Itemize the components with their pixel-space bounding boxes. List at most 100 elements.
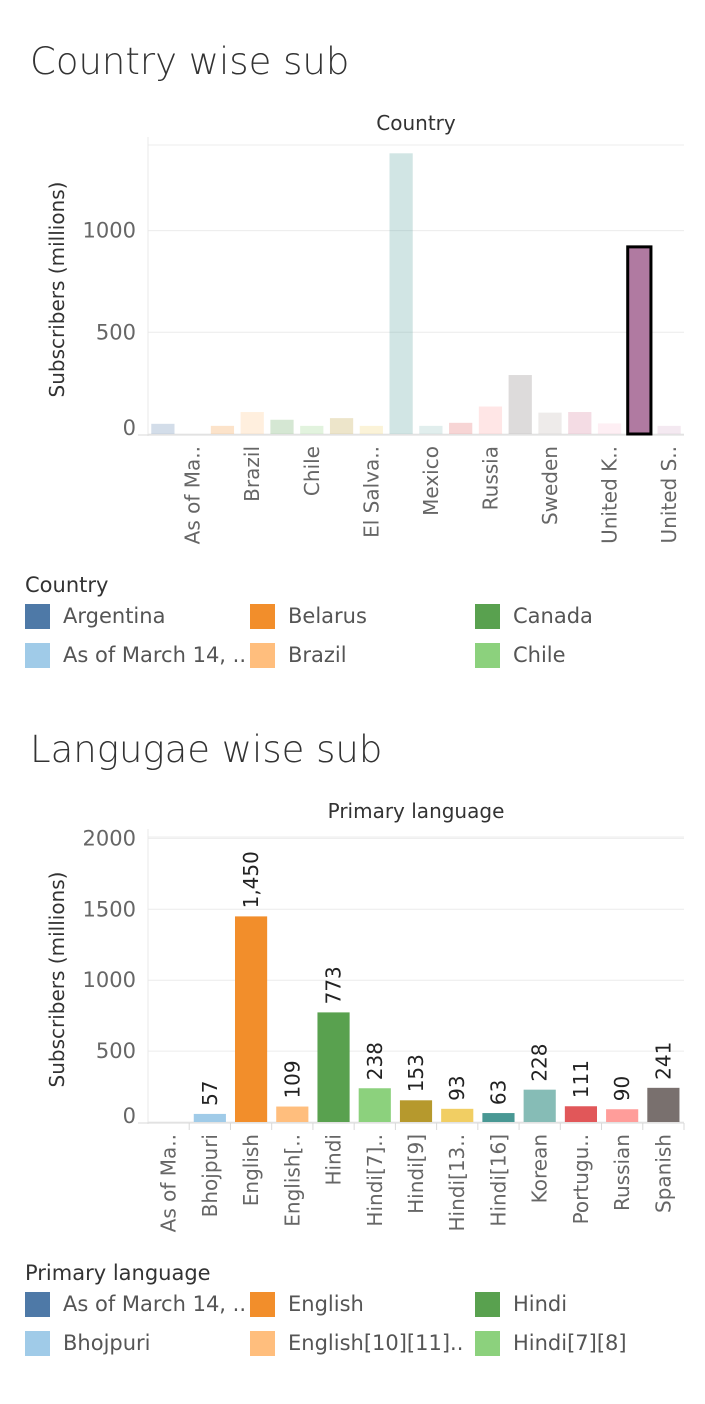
language-header: Primary language [328,799,505,823]
language-bar[interactable] [441,1108,474,1122]
language-legend-swatch [250,1291,275,1317]
language-legend-swatch [25,1330,50,1356]
language-legend-label: As of March 14, .. [63,1292,247,1316]
country-bar[interactable] [210,425,235,434]
language-bar[interactable] [523,1089,556,1122]
language-legend-item[interactable]: Bhojpuri [25,1330,250,1356]
country-legend-swatch [475,603,500,629]
country-bar[interactable] [449,422,473,434]
country-legend-swatch [250,642,275,668]
language-legend-item[interactable]: Hindi [475,1291,700,1317]
country-xtick-label: United K.. [598,446,622,544]
country-section-title: Country wise sub [30,40,350,83]
language-data-label: 111 [569,1060,593,1098]
country-bar[interactable] [240,412,264,434]
language-xtick-label: English [239,1134,263,1206]
language-data-label: 57 [198,1080,222,1105]
country-bar[interactable] [300,425,324,434]
language-legend-grid: As of March 14, .. English Hindi Bhojpuri En… [25,1291,705,1356]
country-bar[interactable] [538,412,562,434]
country-xtick-label: El Salva.. [359,446,383,538]
country-bar[interactable] [359,425,383,434]
country-bar[interactable] [597,423,622,434]
country-xtick-label: Chile [300,446,324,496]
language-legend-label: Bhojpuri [63,1331,151,1355]
country-bar[interactable] [508,375,532,434]
language-bar[interactable] [647,1087,680,1122]
language-legend-item[interactable]: English[10][11].. [250,1330,475,1356]
country-bar[interactable] [419,425,443,434]
country-legend-item[interactable]: Brazil [250,642,475,668]
country-legend-swatch [475,642,500,668]
language-xtick-label: Hindi [322,1134,346,1186]
language-bar[interactable] [482,1113,515,1122]
country-ytick-label: 1000 [83,219,136,243]
language-legend: Primary language As of March 14, .. Engli… [25,1261,705,1356]
language-ytick-label: 1000 [83,968,136,992]
language-bar[interactable] [564,1106,598,1122]
language-xtick-label: Portugu.. [569,1134,593,1224]
language-legend-label: Hindi[7][8] [513,1331,627,1355]
country-bar[interactable] [568,412,592,434]
language-bar[interactable] [317,1012,350,1122]
language-legend-swatch [475,1291,500,1317]
language-data-label: 153 [404,1054,428,1092]
country-ylabel: Subscribers (millions) [45,182,69,398]
country-legend-label: Chile [513,643,566,667]
language-bar[interactable] [606,1109,639,1122]
country-bar[interactable] [389,153,413,435]
language-bar[interactable] [358,1088,391,1122]
language-data-label: 238 [363,1042,387,1080]
country-legend-label: Canada [513,604,593,628]
country-bar[interactable] [657,425,681,434]
country-legend-swatch [25,642,50,668]
country-bar[interactable] [626,245,653,436]
language-bar[interactable] [193,1113,226,1122]
country-xtick-label: Brazil [240,446,264,502]
country-legend-label: Argentina [63,604,166,628]
language-xtick-label: English[.. [280,1134,304,1227]
country-bar[interactable] [329,418,354,434]
country-legend-item[interactable]: Argentina [25,603,250,629]
language-legend-swatch [25,1291,50,1317]
language-xtick-label: Hindi[9] [404,1134,428,1214]
country-legend-swatch [25,603,50,629]
country-legend-item[interactable]: Chile [475,642,700,668]
language-xtick-label: Korean [528,1134,552,1203]
language-bar[interactable] [276,1106,309,1122]
country-legend-item[interactable]: Canada [475,603,700,629]
language-bar[interactable] [399,1100,433,1122]
language-legend-label: English[10][11].. [288,1331,464,1355]
country-chart: Country 0 500 1000 Subscribers (millions) As … [45,111,684,544]
language-data-label: 241 [651,1042,675,1080]
country-bar[interactable] [270,419,294,434]
language-ytick-label: 1500 [83,897,136,921]
language-chart: Primary language 0 500 1000 1500 2000 Subscrib… [45,799,685,1232]
language-legend-swatch [475,1330,500,1356]
language-data-label: 773 [322,966,346,1004]
country-legend-grid: Argentina Belarus Canada As of March 14, ..… [25,603,705,668]
country-legend-title: Country [25,573,109,597]
country-legend-swatch [250,603,275,629]
country-bar[interactable] [478,406,503,434]
language-bar[interactable] [234,916,268,1122]
country-legend-label: Belarus [288,604,367,628]
language-legend-label: Hindi [513,1292,568,1316]
country-legend-label: Brazil [288,643,347,667]
country-ytick-label: 500 [96,320,136,344]
language-xtick-label: Hindi[16] [486,1134,510,1227]
language-xtick-label: Hindi[13.. [445,1134,469,1232]
language-legend-item[interactable]: Hindi[7][8] [475,1330,700,1356]
language-legend-item[interactable]: English [250,1291,475,1317]
country-legend-item[interactable]: As of March 14, .. [25,642,250,668]
language-ytick-label: 500 [96,1039,136,1063]
language-legend-item[interactable]: As of March 14, .. [25,1291,250,1317]
language-data-label: 109 [280,1060,304,1098]
country-legend-label: As of March 14, .. [63,643,247,667]
language-ytick-label: 2000 [83,826,136,850]
country-legend-item[interactable]: Belarus [250,603,475,629]
country-xtick-label: As of Ma.. [181,446,205,544]
language-xtick-label: Bhojpuri [198,1134,222,1217]
language-ylabel: Subscribers (millions) [45,872,69,1088]
country-bar[interactable] [151,423,175,434]
